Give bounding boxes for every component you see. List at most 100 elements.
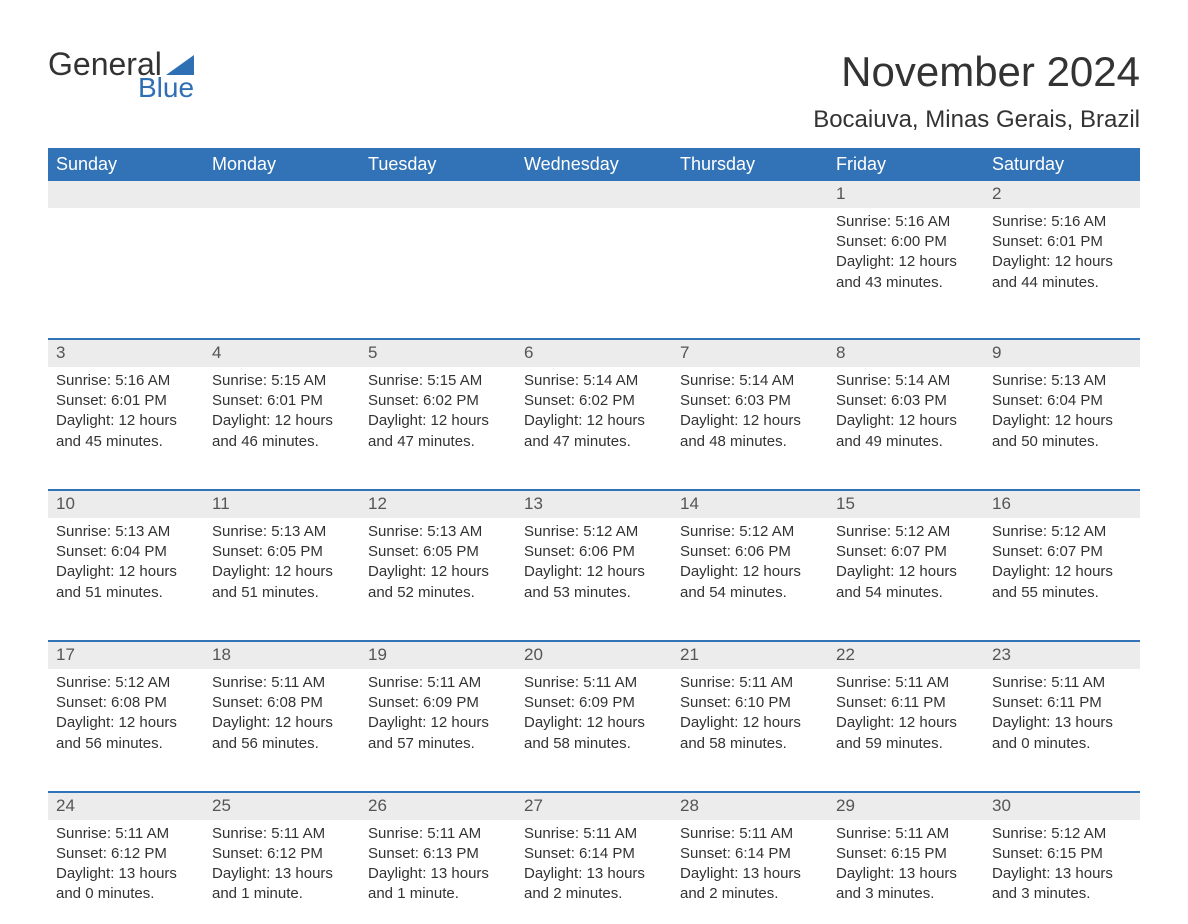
logo-word2: Blue <box>138 74 194 102</box>
day-cell: 22 <box>828 642 984 669</box>
day-line-d2: and 2 minutes. <box>680 884 820 904</box>
day-line-d2: and 51 minutes. <box>212 583 352 603</box>
day-cell: 1 <box>828 181 984 208</box>
day-cell-body: Sunrise: 5:11 AMSunset: 6:09 PMDaylight:… <box>360 669 516 773</box>
day-line-d1: Daylight: 13 hours <box>368 864 508 884</box>
day-line-d1: Daylight: 12 hours <box>212 713 352 733</box>
day-line-d2: and 54 minutes. <box>680 583 820 603</box>
day-line-sunset: Sunset: 6:05 PM <box>212 542 352 562</box>
calendar-header: SundayMondayTuesdayWednesdayThursdayFrid… <box>48 148 1140 181</box>
day-cell: 26 <box>360 793 516 820</box>
day-cell-body: Sunrise: 5:13 AMSunset: 6:04 PMDaylight:… <box>48 518 204 622</box>
day-line-sunset: Sunset: 6:07 PM <box>992 542 1132 562</box>
day-number: 10 <box>48 491 204 518</box>
day-line-sunrise: Sunrise: 5:11 AM <box>680 673 820 693</box>
day-cell-body: Sunrise: 5:11 AMSunset: 6:11 PMDaylight:… <box>984 669 1140 773</box>
day-line-d1: Daylight: 12 hours <box>524 411 664 431</box>
day-line-sunrise: Sunrise: 5:15 AM <box>368 371 508 391</box>
day-line-sunrise: Sunrise: 5:11 AM <box>836 673 976 693</box>
day-line-sunrise: Sunrise: 5:12 AM <box>56 673 196 693</box>
day-line-sunrise: Sunrise: 5:11 AM <box>368 673 508 693</box>
day-line-d1: Daylight: 12 hours <box>836 562 976 582</box>
day-cell: 16 <box>984 491 1140 518</box>
day-body: Sunrise: 5:16 AMSunset: 6:01 PMDaylight:… <box>984 208 1140 301</box>
day-number: 5 <box>360 340 516 367</box>
day-body: Sunrise: 5:12 AMSunset: 6:15 PMDaylight:… <box>984 820 1140 913</box>
day-line-d1: Daylight: 13 hours <box>992 713 1132 733</box>
day-line-d1: Daylight: 12 hours <box>212 562 352 582</box>
day-line-d2: and 51 minutes. <box>56 583 196 603</box>
day-cell-body: Sunrise: 5:11 AMSunset: 6:12 PMDaylight:… <box>48 820 204 924</box>
day-line-sunset: Sunset: 6:03 PM <box>836 391 976 411</box>
day-cell: 12 <box>360 491 516 518</box>
day-line-sunset: Sunset: 6:02 PM <box>368 391 508 411</box>
week-spacer <box>48 320 1140 338</box>
day-line-d1: Daylight: 12 hours <box>524 562 664 582</box>
day-number: 26 <box>360 793 516 820</box>
day-cell: 19 <box>360 642 516 669</box>
day-line-d1: Daylight: 12 hours <box>680 562 820 582</box>
day-cell-body: Sunrise: 5:14 AMSunset: 6:02 PMDaylight:… <box>516 367 672 471</box>
day-line-sunrise: Sunrise: 5:11 AM <box>524 673 664 693</box>
day-cell: 15 <box>828 491 984 518</box>
day-cell: 9 <box>984 340 1140 367</box>
day-number: 29 <box>828 793 984 820</box>
day-body: Sunrise: 5:11 AMSunset: 6:14 PMDaylight:… <box>672 820 828 913</box>
day-cell-body: Sunrise: 5:11 AMSunset: 6:09 PMDaylight:… <box>516 669 672 773</box>
day-cell: 13 <box>516 491 672 518</box>
day-line-d2: and 49 minutes. <box>836 432 976 452</box>
day-number: 24 <box>48 793 204 820</box>
day-number: 11 <box>204 491 360 518</box>
day-line-sunrise: Sunrise: 5:13 AM <box>212 522 352 542</box>
day-body: Sunrise: 5:11 AMSunset: 6:11 PMDaylight:… <box>984 669 1140 762</box>
day-cell: 17 <box>48 642 204 669</box>
day-line-d1: Daylight: 12 hours <box>56 713 196 733</box>
day-line-d2: and 2 minutes. <box>524 884 664 904</box>
day-line-sunrise: Sunrise: 5:16 AM <box>56 371 196 391</box>
day-number: 28 <box>672 793 828 820</box>
day-body: Sunrise: 5:15 AMSunset: 6:01 PMDaylight:… <box>204 367 360 460</box>
day-body: Sunrise: 5:11 AMSunset: 6:09 PMDaylight:… <box>516 669 672 762</box>
day-body: Sunrise: 5:11 AMSunset: 6:14 PMDaylight:… <box>516 820 672 913</box>
day-cell: 4 <box>204 340 360 367</box>
day-line-sunrise: Sunrise: 5:11 AM <box>524 824 664 844</box>
day-cell: 6 <box>516 340 672 367</box>
day-body: Sunrise: 5:11 AMSunset: 6:08 PMDaylight:… <box>204 669 360 762</box>
day-body: Sunrise: 5:11 AMSunset: 6:12 PMDaylight:… <box>48 820 204 913</box>
day-body: Sunrise: 5:13 AMSunset: 6:04 PMDaylight:… <box>984 367 1140 460</box>
day-line-d1: Daylight: 12 hours <box>56 562 196 582</box>
day-cell-body <box>204 208 360 320</box>
day-line-sunrise: Sunrise: 5:13 AM <box>992 371 1132 391</box>
day-line-d1: Daylight: 12 hours <box>992 562 1132 582</box>
day-cell-body: Sunrise: 5:11 AMSunset: 6:12 PMDaylight:… <box>204 820 360 924</box>
day-line-sunset: Sunset: 6:15 PM <box>992 844 1132 864</box>
day-line-d2: and 0 minutes. <box>992 734 1132 754</box>
day-body: Sunrise: 5:12 AMSunset: 6:06 PMDaylight:… <box>672 518 828 611</box>
day-number: 1 <box>828 181 984 208</box>
day-line-sunset: Sunset: 6:14 PM <box>680 844 820 864</box>
daynum-row: 17181920212223 <box>48 642 1140 669</box>
column-header: Monday <box>204 148 360 181</box>
day-line-d1: Daylight: 12 hours <box>680 713 820 733</box>
day-cell: 11 <box>204 491 360 518</box>
day-number: 15 <box>828 491 984 518</box>
week-row: Sunrise: 5:11 AMSunset: 6:12 PMDaylight:… <box>48 820 1140 924</box>
day-number: 17 <box>48 642 204 669</box>
day-cell: 24 <box>48 793 204 820</box>
day-line-sunset: Sunset: 6:08 PM <box>56 693 196 713</box>
day-body: Sunrise: 5:14 AMSunset: 6:03 PMDaylight:… <box>828 367 984 460</box>
week-row: Sunrise: 5:16 AMSunset: 6:01 PMDaylight:… <box>48 367 1140 471</box>
day-line-sunset: Sunset: 6:05 PM <box>368 542 508 562</box>
day-body: Sunrise: 5:13 AMSunset: 6:04 PMDaylight:… <box>48 518 204 611</box>
day-line-d2: and 58 minutes. <box>680 734 820 754</box>
day-line-d2: and 3 minutes. <box>836 884 976 904</box>
day-body: Sunrise: 5:16 AMSunset: 6:00 PMDaylight:… <box>828 208 984 301</box>
day-cell: 21 <box>672 642 828 669</box>
day-body: Sunrise: 5:14 AMSunset: 6:03 PMDaylight:… <box>672 367 828 460</box>
day-line-sunrise: Sunrise: 5:11 AM <box>56 824 196 844</box>
day-cell <box>360 181 516 208</box>
day-line-sunrise: Sunrise: 5:11 AM <box>212 824 352 844</box>
day-body: Sunrise: 5:11 AMSunset: 6:12 PMDaylight:… <box>204 820 360 913</box>
day-line-d2: and 47 minutes. <box>368 432 508 452</box>
day-cell-body: Sunrise: 5:13 AMSunset: 6:05 PMDaylight:… <box>360 518 516 622</box>
